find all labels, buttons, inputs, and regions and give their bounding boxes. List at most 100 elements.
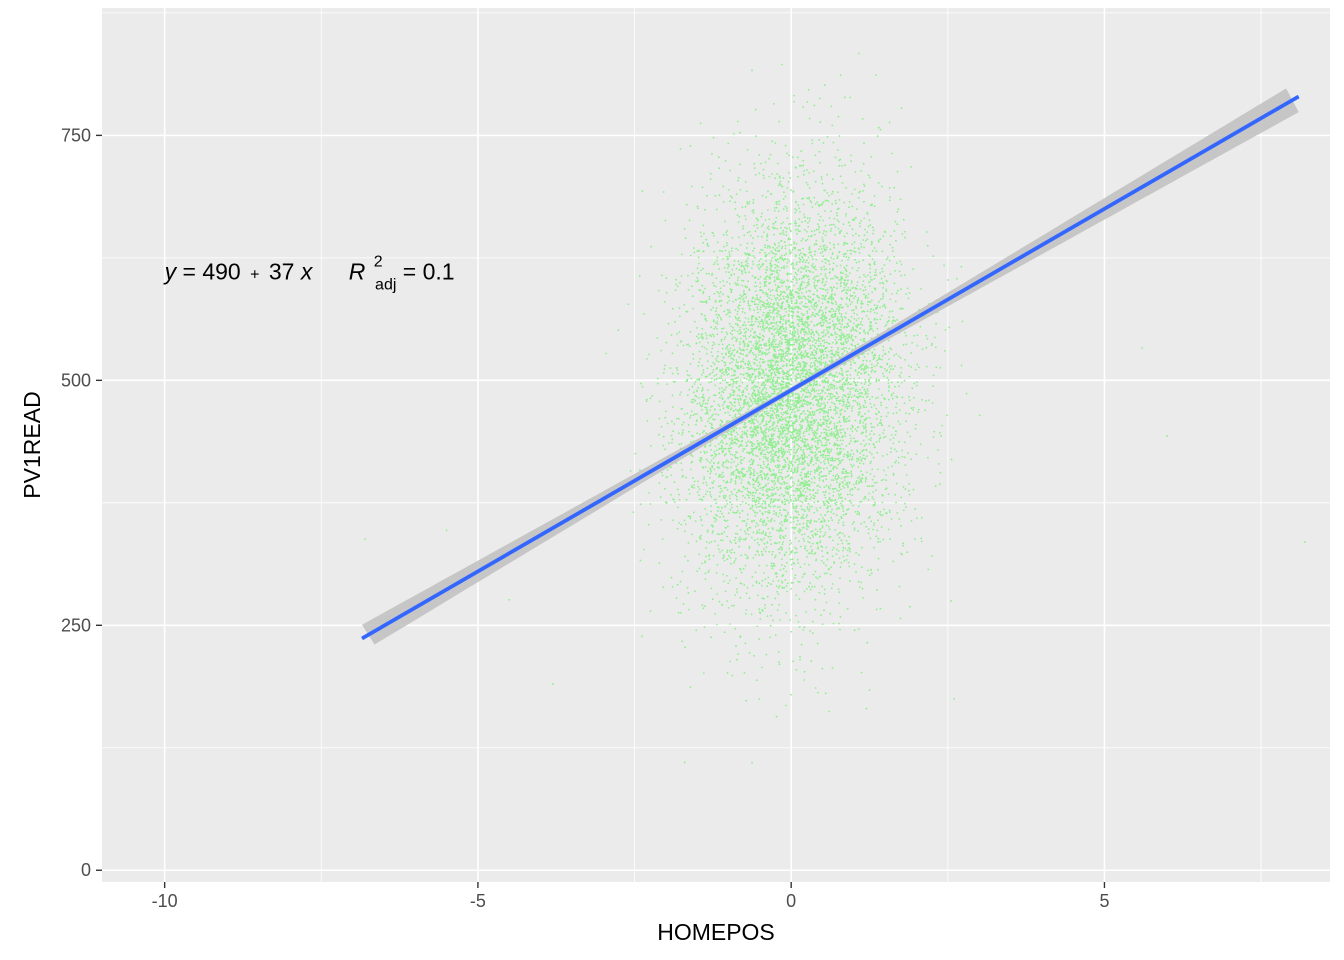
data-point <box>749 427 752 430</box>
data-point <box>792 310 795 313</box>
data-point <box>804 386 807 389</box>
data-point <box>823 518 825 521</box>
data-point <box>793 101 795 103</box>
data-point <box>798 393 800 396</box>
data-point <box>875 322 877 325</box>
data-point <box>863 234 866 237</box>
data-point <box>704 493 707 495</box>
data-point <box>819 434 822 437</box>
data-point <box>766 247 769 249</box>
data-point <box>754 298 757 300</box>
data-point <box>732 442 735 445</box>
data-point <box>798 540 800 542</box>
data-point <box>693 484 695 486</box>
data-point <box>856 281 859 283</box>
data-point <box>913 382 916 385</box>
data-point <box>773 430 776 432</box>
data-point <box>796 355 798 357</box>
data-point <box>841 306 844 309</box>
data-point <box>863 388 866 391</box>
data-point <box>693 590 696 593</box>
data-point <box>817 451 820 453</box>
data-point <box>705 319 708 322</box>
data-point <box>712 525 714 528</box>
data-point <box>784 195 787 198</box>
data-point <box>778 177 781 179</box>
data-point <box>776 330 779 333</box>
data-point <box>736 319 739 322</box>
data-point <box>881 358 883 361</box>
data-point <box>815 389 818 392</box>
data-point <box>767 328 770 330</box>
data-point <box>741 445 744 447</box>
data-point <box>726 519 729 522</box>
data-point <box>862 273 865 276</box>
data-point <box>762 453 765 456</box>
data-point <box>822 491 825 493</box>
data-point <box>758 528 761 531</box>
data-point <box>779 569 782 571</box>
data-point <box>789 395 792 398</box>
data-point <box>813 229 816 232</box>
data-point <box>729 169 732 172</box>
data-point <box>881 281 884 284</box>
data-point <box>674 380 676 383</box>
data-point <box>720 377 722 379</box>
data-point <box>796 429 798 432</box>
data-point <box>819 461 822 464</box>
data-point <box>681 433 683 436</box>
data-point <box>758 532 761 534</box>
data-point <box>695 629 698 632</box>
scatter-points <box>364 52 1306 764</box>
data-point <box>760 518 762 521</box>
data-point <box>818 479 821 481</box>
data-point <box>641 635 643 638</box>
data-point <box>832 269 834 271</box>
data-point <box>768 314 770 317</box>
data-point <box>772 619 774 622</box>
data-point <box>932 385 934 387</box>
data-point <box>825 356 828 359</box>
data-point <box>855 325 857 327</box>
data-point <box>830 511 833 513</box>
data-point <box>886 453 888 456</box>
data-point <box>767 428 770 431</box>
data-point <box>879 365 882 368</box>
data-point <box>853 250 855 253</box>
data-point <box>764 307 767 310</box>
data-point <box>804 261 807 263</box>
data-point <box>804 286 807 289</box>
data-point <box>746 242 749 245</box>
data-point <box>864 399 866 402</box>
data-point <box>697 365 700 367</box>
data-point <box>722 280 725 282</box>
data-point <box>771 140 774 143</box>
data-point <box>751 382 754 385</box>
data-point <box>706 194 708 197</box>
data-point <box>846 249 849 252</box>
data-point <box>792 455 795 458</box>
data-point <box>731 237 734 239</box>
data-point <box>746 555 748 557</box>
data-point <box>763 463 765 466</box>
data-point <box>750 380 753 382</box>
data-point <box>876 529 879 532</box>
data-point <box>755 359 758 362</box>
data-point <box>883 264 886 266</box>
data-point <box>813 315 816 318</box>
data-point <box>801 320 804 323</box>
data-point <box>753 285 756 288</box>
data-point <box>749 234 752 237</box>
data-point <box>767 482 769 485</box>
data-point <box>825 474 827 477</box>
data-point <box>731 329 734 332</box>
data-point <box>861 118 864 120</box>
data-point <box>849 294 852 297</box>
data-point <box>935 366 938 369</box>
data-point <box>687 515 690 518</box>
data-point <box>818 398 821 400</box>
data-point <box>696 390 699 393</box>
data-point <box>786 416 789 418</box>
data-point <box>831 203 834 205</box>
data-point <box>900 524 902 527</box>
